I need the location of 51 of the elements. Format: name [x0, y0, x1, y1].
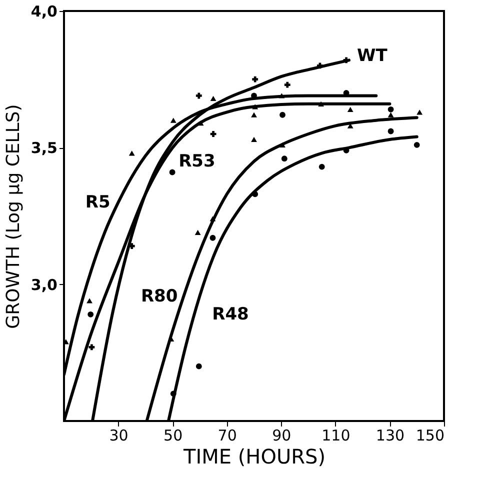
- x-tick-label: 150: [416, 426, 444, 444]
- point: [284, 82, 290, 88]
- point: [88, 311, 94, 318]
- x-tick-label: 90: [272, 426, 292, 444]
- series-label: R53: [178, 152, 216, 172]
- point: [281, 156, 288, 162]
- y-tick-label: 4,0: [30, 2, 58, 20]
- point: [194, 230, 201, 235]
- point: [251, 112, 257, 118]
- series-label: R48: [212, 304, 249, 324]
- point: [169, 169, 176, 176]
- point: [318, 101, 324, 106]
- point: [252, 191, 258, 198]
- point: [128, 150, 135, 156]
- point: [198, 120, 204, 126]
- point: [416, 110, 423, 115]
- series-label: WT: [357, 46, 388, 66]
- point: [252, 104, 258, 110]
- point: [170, 390, 176, 397]
- point: [388, 112, 394, 118]
- x-tick-label: 130: [376, 426, 405, 444]
- point: [280, 112, 286, 118]
- series-label: R5: [85, 192, 110, 212]
- x-tick-label: 50: [164, 426, 183, 444]
- x-tick-label: 30: [109, 426, 128, 444]
- point: [252, 76, 258, 82]
- point: [196, 363, 202, 370]
- x-axis-title: TIME (HOURS): [182, 444, 326, 468]
- point: [210, 216, 216, 222]
- point: [278, 93, 285, 98]
- y-tick-label: 3,0: [30, 276, 58, 294]
- point: [414, 142, 420, 148]
- point: [210, 131, 216, 137]
- point: [196, 92, 202, 99]
- point: [388, 106, 394, 112]
- point: [251, 136, 257, 142]
- point: [210, 234, 216, 241]
- point: [317, 62, 323, 69]
- y-tick-label: 3,5: [30, 139, 58, 158]
- series-label: R80: [140, 286, 178, 307]
- point: [318, 164, 325, 170]
- y-axis-title: GROWTH (Log µg CELLS): [2, 104, 24, 329]
- x-tick-label: 70: [218, 426, 237, 444]
- point: [210, 96, 216, 102]
- point: [88, 344, 95, 350]
- x-tick-label: 110: [322, 426, 350, 444]
- point: [388, 128, 394, 134]
- point: [170, 118, 176, 123]
- point: [280, 142, 286, 148]
- point: [347, 106, 354, 112]
- point: [86, 298, 92, 304]
